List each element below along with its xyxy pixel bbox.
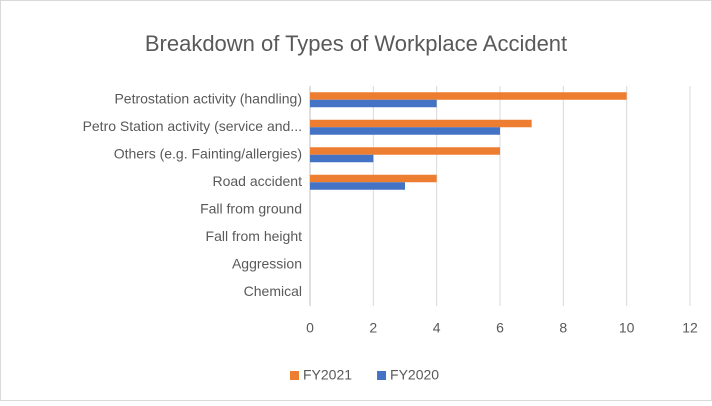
legend-swatch [290, 371, 299, 380]
chart-title: Breakdown of Types of Workplace Accident [145, 31, 567, 56]
x-tick-label: 0 [306, 320, 314, 336]
bar [310, 174, 437, 183]
legend-label: FY2021 [303, 367, 352, 383]
x-tick-label: 10 [619, 320, 635, 336]
legend-label: FY2020 [390, 367, 439, 383]
bar [310, 147, 500, 155]
x-tick-label: 6 [496, 320, 504, 336]
y-tick-label: Fall from ground [200, 200, 302, 216]
y-tick-label: Petro Station activity (service and... [83, 118, 302, 134]
y-tick-label: Aggression [232, 255, 302, 271]
y-tick-label: Chemical [244, 283, 302, 299]
y-tick-label: Others (e.g. Fainting/allergies) [114, 145, 302, 161]
bar [310, 119, 532, 128]
bar [310, 127, 500, 135]
bar [310, 154, 374, 163]
y-tick-label: Fall from height [206, 228, 303, 244]
y-tick-label: Road accident [212, 173, 302, 189]
bar [310, 182, 405, 190]
legend-swatch [377, 371, 387, 380]
x-tick-label: 4 [433, 320, 441, 336]
x-tick-label: 2 [369, 320, 377, 336]
bar [310, 92, 627, 100]
x-tick-label: 12 [682, 320, 698, 336]
x-tick-label: 8 [559, 320, 567, 336]
y-tick-label: Petrostation activity (handling) [114, 90, 302, 106]
bar [310, 99, 437, 108]
